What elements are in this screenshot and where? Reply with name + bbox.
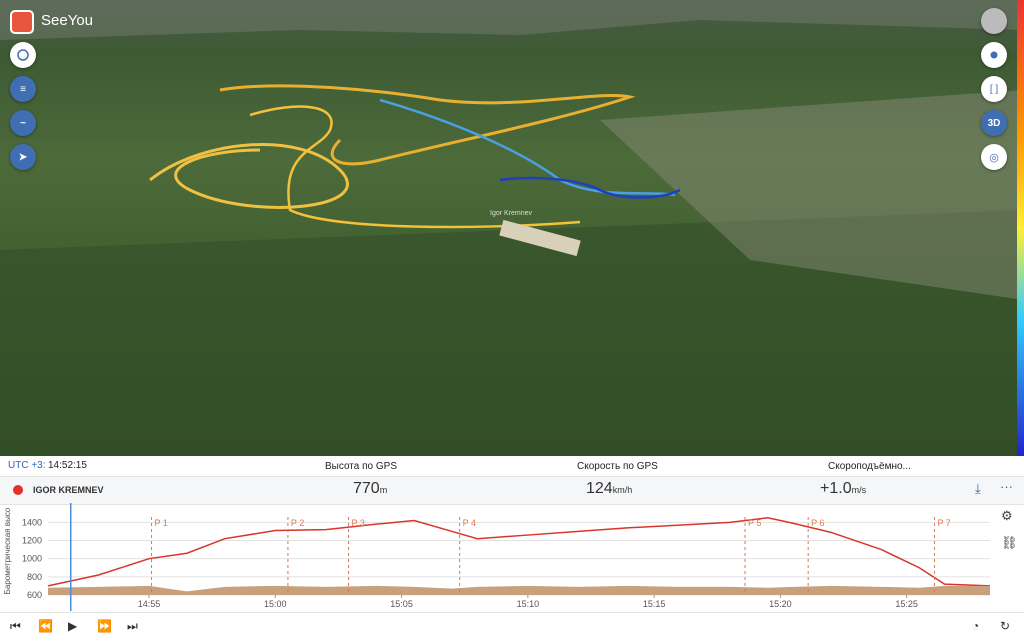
- y-tick-label: 600: [27, 590, 42, 600]
- y-axis-label: Барометрическая высо: [3, 507, 12, 594]
- reading-unit: m: [379, 485, 388, 495]
- reading-unit: km/h: [612, 485, 633, 495]
- pilot-map-label: Igor Kremnev: [490, 210, 533, 217]
- column-header[interactable]: Высота по GPS: [325, 461, 397, 472]
- timezone: UTC +3:: [8, 460, 46, 471]
- vario: +1.0m/s: [820, 480, 866, 498]
- map[interactable]: Igor Kremnev SeeYou ≡ ~ ➤ [ ] 3D ◎: [0, 0, 1024, 456]
- y-tick-label: 1000: [22, 554, 42, 564]
- waypoint-label: P 5: [748, 518, 761, 528]
- x-tick-label: 15:15: [643, 599, 666, 609]
- rewind[interactable]: ⏪: [38, 619, 53, 633]
- icon: [17, 49, 29, 61]
- sky-haze: [0, 0, 1024, 40]
- reset[interactable]: ↻: [1000, 619, 1011, 633]
- reading-value: +1.0: [820, 480, 852, 497]
- gps-speed: 124km/h: [586, 480, 632, 498]
- y-tick-label: 1200: [22, 536, 42, 546]
- color-scale: [1017, 0, 1024, 456]
- terrain-area: [48, 585, 990, 595]
- track: [219, 84, 636, 166]
- altitude-line: [47, 517, 991, 587]
- download-button[interactable]: ⤓: [975, 481, 981, 496]
- gps-altitude: 770m: [353, 480, 387, 498]
- more-button[interactable]: ···: [1000, 479, 1013, 494]
- skip-start[interactable]: ⏮: [10, 619, 21, 633]
- town: [600, 90, 1024, 300]
- reading-unit: m/s: [851, 485, 867, 495]
- stats-button[interactable]: [10, 42, 36, 68]
- current-time: 14:52:15: [48, 460, 87, 471]
- waypoint-label: P 6: [811, 518, 824, 528]
- y-tick-label: 1400: [22, 517, 42, 527]
- reading-value: 770: [353, 480, 380, 497]
- list-button[interactable]: ≡: [10, 76, 36, 102]
- settings-button[interactable]: ⚙: [1001, 508, 1013, 523]
- x-tick-label: 14:55: [138, 599, 161, 609]
- waypoint-label: P 1: [155, 518, 168, 528]
- pilot-name: IGOR KREMNEV: [33, 485, 104, 495]
- mode-button[interactable]: 3D: [981, 110, 1007, 136]
- column-header[interactable]: Скорость по GPS: [577, 461, 658, 472]
- field-patch: [499, 219, 581, 257]
- y-tick-label: 800: [27, 572, 42, 582]
- track: [379, 98, 676, 197]
- map-overlay: [0, 0, 1024, 456]
- x-tick-label: 15:05: [390, 599, 413, 609]
- graph-button[interactable]: ~: [10, 110, 36, 136]
- x-tick-label: 15:25: [895, 599, 918, 609]
- fullscreen-button[interactable]: [ ]: [981, 76, 1007, 102]
- speed[interactable]: ◔: [972, 619, 980, 633]
- play[interactable]: ▶: [68, 619, 78, 633]
- track: [149, 143, 349, 209]
- nav-button[interactable]: ➤: [10, 144, 36, 170]
- link-button[interactable]: ⛓: [1001, 535, 1018, 550]
- icon: [990, 51, 998, 59]
- x-tick-label: 15:00: [264, 599, 287, 609]
- layers-button[interactable]: ◎: [981, 144, 1007, 170]
- fast-forward[interactable]: ⏩: [97, 619, 112, 633]
- pilot-color: [13, 485, 23, 495]
- avatar[interactable]: [981, 8, 1007, 34]
- app-name: SeeYou: [41, 12, 94, 29]
- locate-button[interactable]: [981, 42, 1007, 68]
- waypoint-label: P 4: [463, 518, 476, 528]
- waypoint-label: P 7: [937, 518, 950, 528]
- waypoint-label: P 3: [352, 518, 365, 528]
- fields: [0, 210, 1024, 456]
- x-tick-label: 15:20: [769, 599, 792, 609]
- x-tick-label: 15:10: [517, 599, 540, 609]
- track: [499, 176, 681, 199]
- playback-bar: ⏮ ⏪ ▶ ⏩ ⏭ ◔ ↻: [0, 612, 1024, 641]
- track: [249, 105, 581, 229]
- altitude-chart: 600 800 1000 1200 1400 Барометрическая высо 14…: [3, 503, 991, 611]
- column-header[interactable]: Скороподъёмно...: [828, 461, 911, 472]
- skip-end[interactable]: ⏭: [127, 619, 138, 633]
- reading-value: 124: [586, 480, 613, 497]
- waypoint-label: P 2: [291, 518, 304, 528]
- pilot-row: [0, 476, 1024, 505]
- app-logo[interactable]: [10, 10, 34, 34]
